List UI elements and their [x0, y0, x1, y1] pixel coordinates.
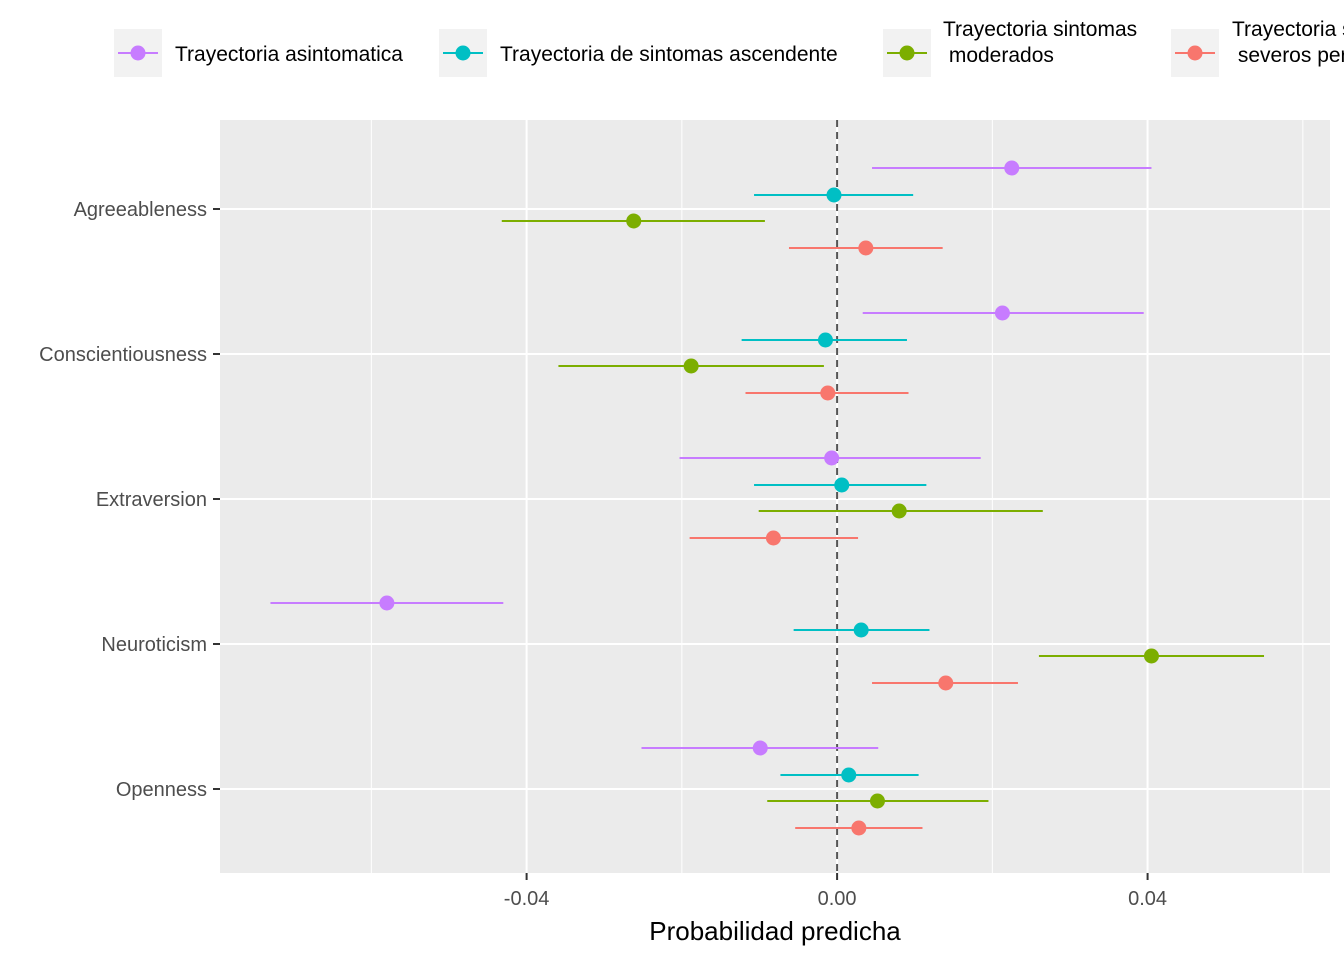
legend-label-line: Trayectoria sintomas — [943, 18, 1137, 41]
data-point — [765, 530, 781, 546]
y-tick-label: Conscientiousness — [39, 344, 207, 366]
axes: Probabilidad predicha Agreeableness Consc… — [39, 199, 1167, 946]
data-point — [824, 450, 840, 466]
plot-area — [220, 120, 1330, 873]
legend-label-line: moderados — [943, 44, 1054, 67]
legend-label: Trayectoria sintomas severos persistente… — [1232, 18, 1344, 67]
x-tick-label: 0.04 — [1128, 888, 1167, 910]
y-tick-label: Agreeableness — [74, 199, 207, 221]
data-point — [853, 622, 869, 638]
data-point — [858, 240, 874, 256]
data-point — [1004, 160, 1020, 176]
data-point — [1143, 648, 1159, 664]
data-point — [379, 595, 395, 611]
y-tick-label: Neuroticism — [101, 634, 207, 656]
plot-panel — [220, 120, 1330, 873]
data-point — [752, 740, 768, 756]
data-point — [841, 767, 857, 783]
legend-label: Trayectoria sintomas moderados — [943, 18, 1137, 67]
legend-key-point — [455, 45, 471, 61]
data-point — [826, 187, 842, 203]
legend-key-point — [899, 45, 915, 61]
legend-label-line: Trayectoria sintomas — [1232, 18, 1344, 41]
x-tick-label: 0.00 — [818, 888, 857, 910]
data-point — [851, 820, 867, 836]
legend-key-point — [1187, 45, 1203, 61]
y-tick-label: Extraversion — [96, 489, 207, 511]
legend-key-point — [130, 45, 146, 61]
data-point — [994, 305, 1010, 321]
data-point — [820, 385, 836, 401]
data-point — [869, 793, 885, 809]
x-tick-label: -0.04 — [504, 888, 550, 910]
legend: Trayectoria asintomatica Trayectoria de s… — [114, 18, 1344, 77]
legend-label: Trayectoria asintomatica — [175, 43, 403, 66]
legend-label: Trayectoria de sintomas ascendente — [500, 43, 838, 66]
data-point — [938, 675, 954, 691]
data-point — [817, 332, 833, 348]
data-point — [834, 477, 850, 493]
y-tick-label: Openness — [116, 779, 207, 801]
data-point — [891, 503, 907, 519]
data-point — [683, 358, 699, 374]
data-point — [626, 213, 642, 229]
x-axis-title: Probabilidad predicha — [649, 916, 901, 946]
legend-label-line: severos persistentes — [1232, 44, 1344, 67]
